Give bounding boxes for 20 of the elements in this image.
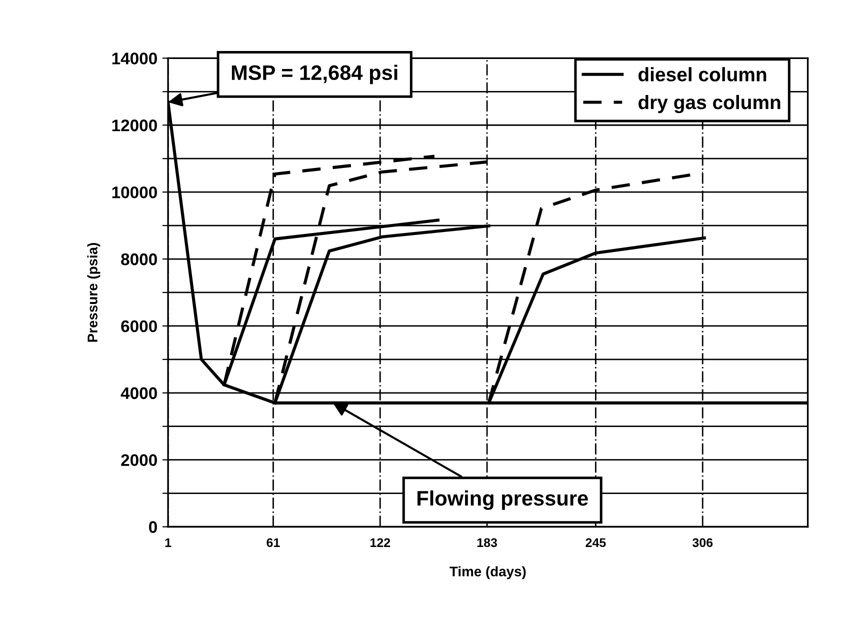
y-tick-label: 2000 [121,454,157,466]
x-tick-label: 122 [370,538,390,547]
legend-label: dry gas column [638,94,780,114]
x-tick-label: 306 [692,538,713,548]
x-tick-label: 183 [477,538,498,548]
annotation: MSP = 12,684 psi [232,64,398,84]
y-tick-label: 14000 [112,52,157,64]
y-tick-label: 12000 [112,120,157,132]
y-tick-label: 10000 [112,186,157,198]
y-tick-label: 6000 [121,320,157,332]
y-tick-label: 0 [149,521,157,533]
x-tick-label: 61 [266,538,280,548]
x-tick-label: 1 [165,538,172,547]
annotation: Flowing pressure [418,490,588,510]
x-axis-title: Time (days) [450,566,526,580]
y-tick-label: 4000 [120,387,157,400]
y-axis-title: Pressure (psia) [87,242,100,342]
x-tick-label: 245 [586,538,606,548]
legend-label: diesel column [638,67,766,82]
y-tick-label: 8000 [121,253,157,266]
